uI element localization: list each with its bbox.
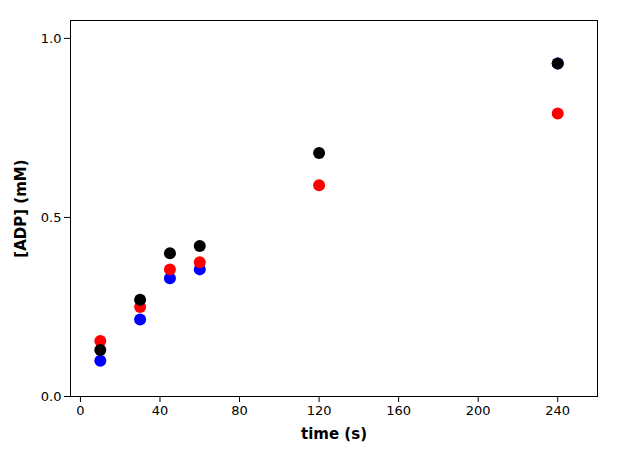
svg-text:time (s): time (s) [301,425,367,443]
svg-text:1.0: 1.0 [41,31,62,46]
svg-text:40: 40 [152,403,169,418]
svg-text:0: 0 [76,403,84,418]
svg-text:200: 200 [466,403,491,418]
svg-text:0.5: 0.5 [41,210,62,225]
svg-text:0.0: 0.0 [41,389,62,404]
svg-text:240: 240 [545,403,570,418]
svg-text:[ADP] (mM): [ADP] (mM) [12,159,30,257]
svg-text:120: 120 [307,403,332,418]
svg-text:80: 80 [231,403,248,418]
svg-text:160: 160 [386,403,411,418]
